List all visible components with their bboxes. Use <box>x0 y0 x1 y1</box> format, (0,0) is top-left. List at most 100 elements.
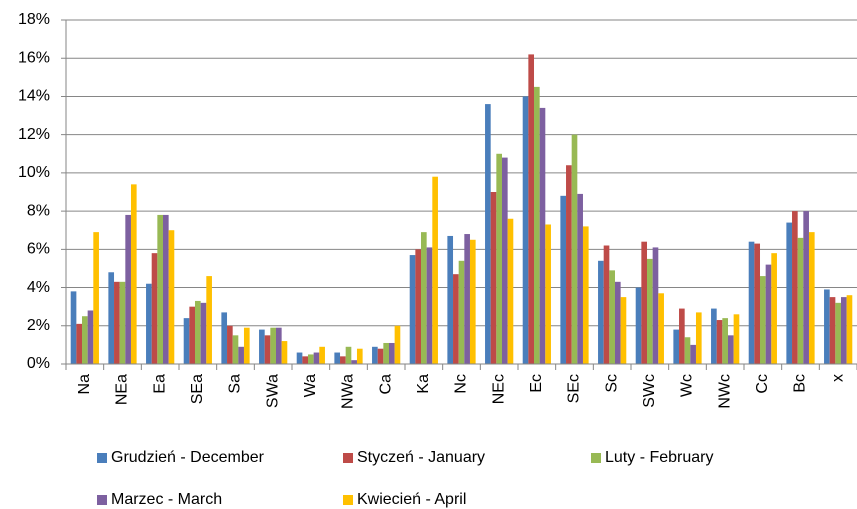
bar <box>275 327 282 364</box>
bar <box>797 237 804 364</box>
x-tick-label: Nc <box>453 374 470 394</box>
bar <box>829 297 836 364</box>
bar <box>496 153 502 364</box>
x-tick-label: Wc <box>679 374 696 397</box>
bar <box>206 276 212 364</box>
bar <box>469 239 476 364</box>
x-tick-label: SEc <box>566 374 583 403</box>
bar <box>296 352 303 364</box>
bar <box>635 287 642 364</box>
bar <box>232 335 239 364</box>
y-tick-label: 2% <box>27 317 50 334</box>
bar <box>259 329 265 364</box>
x-tick-label: Bc <box>792 374 809 393</box>
x-tick-label: Ka <box>415 374 432 394</box>
bar <box>415 249 422 364</box>
bar <box>490 192 497 364</box>
bar <box>340 356 346 364</box>
bar <box>658 293 664 364</box>
bar <box>334 352 341 364</box>
bar <box>733 314 740 364</box>
bar <box>302 356 309 364</box>
legend-label: Kwiecień - April <box>357 491 466 508</box>
x-tick-label: Wa <box>302 374 319 398</box>
bar <box>119 281 126 364</box>
bar <box>421 232 427 364</box>
bar <box>760 276 766 364</box>
y-tick-label: 18% <box>18 11 50 28</box>
bar <box>534 86 540 364</box>
bar <box>125 214 131 364</box>
bar <box>146 283 152 364</box>
bar <box>582 226 589 364</box>
bar <box>308 354 314 364</box>
bar <box>409 255 416 364</box>
x-tick-label: NEc <box>490 374 507 404</box>
bar <box>87 310 94 364</box>
x-tick-label: Cc <box>754 374 771 394</box>
x-tick-label: Ec <box>528 374 545 393</box>
x-tick-label: SWc <box>641 374 658 408</box>
bar <box>716 320 723 364</box>
bar <box>695 312 702 364</box>
bar <box>577 193 583 364</box>
bar <box>808 232 815 364</box>
bar <box>162 214 169 364</box>
bar <box>151 253 158 364</box>
bar <box>372 346 378 364</box>
legend-swatch <box>97 453 107 463</box>
bar <box>383 342 389 364</box>
legend-swatch <box>343 495 353 505</box>
bar <box>545 224 551 364</box>
bar <box>603 245 610 364</box>
bar <box>792 211 798 364</box>
x-tick-label: NEa <box>114 374 131 405</box>
legend-label: Luty - February <box>605 449 713 466</box>
bar <box>566 165 572 364</box>
y-tick-label: 16% <box>18 49 50 66</box>
y-tick-label: 12% <box>18 126 50 143</box>
bar <box>157 214 163 364</box>
bar <box>345 346 352 364</box>
bar <box>786 222 793 364</box>
bar <box>221 312 228 364</box>
bar <box>130 184 137 364</box>
bar <box>684 337 691 364</box>
bar <box>571 134 578 364</box>
x-tick-label: Sa <box>227 374 244 394</box>
bar <box>673 329 680 364</box>
legend-swatch <box>591 453 601 463</box>
bar <box>614 281 621 364</box>
y-tick-label: 4% <box>27 279 50 296</box>
bar <box>711 308 717 364</box>
bar <box>803 211 809 364</box>
bar <box>319 346 325 364</box>
x-tick-label: x <box>829 374 846 382</box>
bar <box>771 253 777 364</box>
bar <box>195 300 201 364</box>
bar <box>501 157 508 364</box>
y-tick-label: 8% <box>27 202 50 219</box>
bar <box>108 272 115 364</box>
bar <box>560 195 567 364</box>
bar <box>598 260 604 364</box>
bar <box>426 247 433 364</box>
bar <box>227 325 233 364</box>
bar <box>679 308 685 364</box>
y-tick-label: 0% <box>27 355 50 372</box>
bar <box>351 360 357 364</box>
legend-label: Styczeń - January <box>357 449 485 466</box>
bar <box>765 264 772 364</box>
bar <box>652 247 659 364</box>
bar <box>447 235 454 364</box>
bar <box>453 274 459 364</box>
x-tick-label: SWa <box>264 374 281 408</box>
x-tick-label: Ea <box>151 374 168 394</box>
bar <box>313 352 320 364</box>
x-tick-label: Na <box>76 374 93 395</box>
bar <box>840 297 847 364</box>
x-tick-label: Ca <box>377 374 394 395</box>
bar <box>609 270 615 364</box>
